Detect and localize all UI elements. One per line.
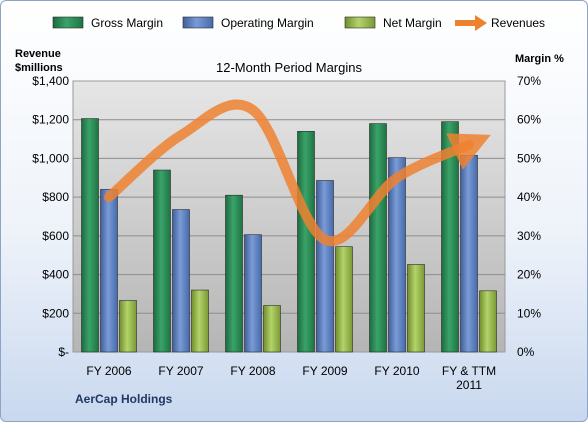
legend-label-gross-margin: Gross Margin	[91, 16, 163, 30]
legend-swatch-operating-margin	[182, 16, 214, 29]
category-label: FY 2007	[158, 364, 203, 378]
bar-net-margin	[191, 289, 209, 353]
bar-net-margin	[119, 300, 137, 353]
category-label: FY 2010	[374, 364, 419, 378]
bar-operating-margin	[100, 189, 118, 353]
legend-label-net-margin: Net Margin	[383, 16, 442, 30]
bar-net-margin	[263, 305, 281, 353]
legend-swatch-net-margin	[344, 16, 376, 29]
left-axis-ticks: $- $200 $400 $600 $800 $1,000 $1,200 $1,400	[32, 74, 69, 359]
legend-swatch-gross-margin	[52, 16, 84, 29]
legend: Gross Margin Operating Margin Net Margin Re…	[52, 15, 545, 31]
category-label: FY 2008	[230, 364, 275, 378]
category-label: FY 2009	[302, 364, 347, 378]
bar-gross-margin	[369, 123, 387, 353]
bar-gross-margin	[153, 169, 171, 353]
right-tick-label: 70%	[517, 74, 541, 88]
legend-label-operating-margin: Operating Margin	[221, 16, 314, 30]
bar-gross-margin	[81, 118, 99, 353]
bar-operating-margin	[316, 180, 334, 353]
bar-net-margin	[479, 290, 497, 353]
bar-gross-margin	[225, 194, 243, 353]
plot-area	[72, 80, 506, 353]
right-tick-label: 30%	[517, 229, 541, 243]
left-tick-label: $600	[42, 229, 69, 243]
right-tick-label: 40%	[517, 190, 541, 204]
right-axis-title: Margin %	[515, 53, 564, 65]
left-tick-label: $1,000	[32, 151, 69, 165]
category-label: 2011	[456, 378, 482, 392]
bar-net-margin	[407, 264, 425, 353]
bars-layer	[81, 118, 497, 353]
right-tick-label: 60%	[517, 113, 541, 127]
bar-operating-margin	[388, 157, 406, 353]
right-tick-label: 20%	[517, 268, 541, 282]
revenue-line-layer	[104, 99, 491, 247]
left-tick-label: $1,400	[32, 74, 69, 88]
company-name: AerCap Holdings	[75, 392, 173, 406]
bar-operating-margin	[172, 209, 190, 353]
left-tick-label: $200	[42, 306, 69, 320]
chart-title: 12-Month Period Margins	[216, 60, 362, 75]
left-tick-label: $-	[58, 345, 69, 359]
category-label: FY & TTM	[442, 364, 496, 378]
bar-net-margin	[335, 246, 353, 353]
bar-operating-margin	[460, 155, 478, 353]
bar-gross-margin	[441, 121, 459, 353]
legend-label-revenues: Revenues	[491, 16, 545, 30]
right-tick-label: 0%	[517, 345, 535, 359]
right-tick-label: 10%	[517, 306, 541, 320]
bar-operating-margin	[244, 234, 262, 353]
left-tick-label: $1,200	[32, 113, 69, 127]
left-tick-label: $800	[42, 190, 69, 204]
category-label: FY 2006	[86, 364, 131, 378]
legend-arrow-icon	[475, 15, 487, 31]
category-labels: FY 2006 FY 2007 FY 2008 FY 2009 FY 2010 FY & …	[86, 364, 496, 392]
right-tick-label: 50%	[517, 151, 541, 165]
left-axis-title-line-1: Revenue	[15, 48, 61, 60]
right-axis-ticks: 0% 10% 20% 30% 40% 50% 60% 70%	[517, 74, 541, 359]
left-axis-title-line-2: $millions	[15, 62, 63, 74]
series-line-revenues	[104, 99, 491, 247]
left-tick-label: $400	[42, 268, 69, 282]
bar-gross-margin	[297, 131, 315, 353]
